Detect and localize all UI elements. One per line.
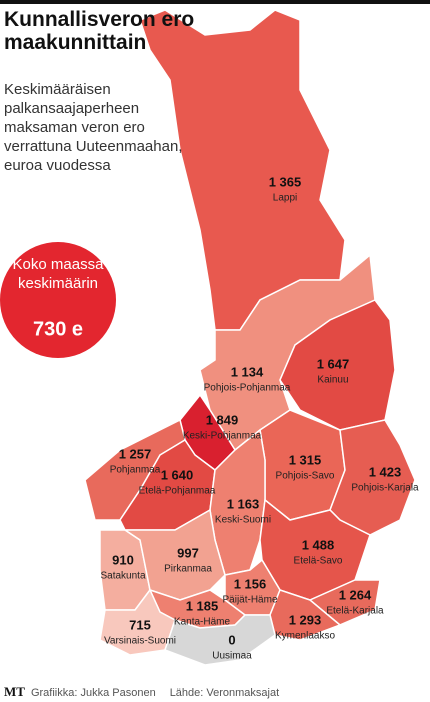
region-name: Pohjanmaa	[110, 465, 161, 476]
region-value: 1 488	[302, 537, 335, 552]
region-name: Uusimaa	[212, 651, 252, 662]
region-name: Keski-Suomi	[215, 515, 271, 526]
region-name: Pohjois-Savo	[276, 471, 335, 482]
region	[164, 614, 276, 666]
subtitle: Keskimääräisen palkansaajaperheen maksam…	[4, 81, 183, 174]
region-value: 1 156	[234, 576, 267, 591]
region-name: Etelä-Karjala	[326, 606, 384, 617]
region-value: 1 647	[317, 356, 350, 371]
region-name: Etelä-Savo	[294, 556, 343, 567]
region-value: 1 423	[369, 464, 402, 479]
region-value: 1 849	[206, 412, 239, 427]
region	[122, 508, 226, 601]
region-name: Kanta-Häme	[174, 617, 231, 628]
title: Kunnallisveron ero maakunnittain	[4, 8, 195, 54]
region-name: Kymenlaakso	[275, 631, 335, 642]
region-name: Pirkanmaa	[164, 564, 212, 575]
region-value: 0	[228, 632, 235, 647]
region-value: 1 257	[119, 446, 152, 461]
region	[329, 419, 416, 536]
region-value: 1 365	[269, 174, 302, 189]
region-value: 1 293	[289, 612, 322, 627]
region-name: Pohjois-Pohjanmaa	[204, 383, 291, 394]
region-name: Kainuu	[317, 375, 348, 386]
region-value: 997	[177, 545, 199, 560]
callout-value: 730 e	[33, 318, 83, 340]
logo: MT	[4, 684, 25, 699]
region-name: Päijät-Häme	[222, 595, 277, 606]
footer: MT Grafiikka: Jukka Pasonen Lähde: Veronma…	[4, 684, 293, 700]
top-bar	[0, 0, 430, 4]
region-name: Keski-Pohjanmaa	[183, 431, 262, 442]
callout-circle	[0, 242, 116, 358]
source: Lähde: Veronmaksajat	[169, 687, 280, 699]
region-name: Satakunta	[100, 571, 145, 582]
region-name: Varsinais-Suomi	[104, 636, 176, 647]
region-name: Pohjois-Karjala	[351, 483, 419, 494]
region-value: 1 640	[161, 467, 194, 482]
credit: Grafiikka: Jukka Pasonen	[30, 687, 156, 699]
region-value: 1 315	[289, 452, 322, 467]
region-name: Lappi	[273, 193, 297, 204]
region-value: 715	[129, 617, 151, 632]
region-name: Etelä-Pohjanmaa	[139, 486, 216, 497]
callout-text: Koko maassa keskimäärin	[12, 256, 104, 292]
region-value: 910	[112, 552, 134, 567]
region-value: 1 185	[186, 598, 219, 613]
region-value: 1 163	[227, 496, 260, 511]
region-value: 1 134	[231, 364, 264, 379]
region-value: 1 264	[339, 587, 372, 602]
